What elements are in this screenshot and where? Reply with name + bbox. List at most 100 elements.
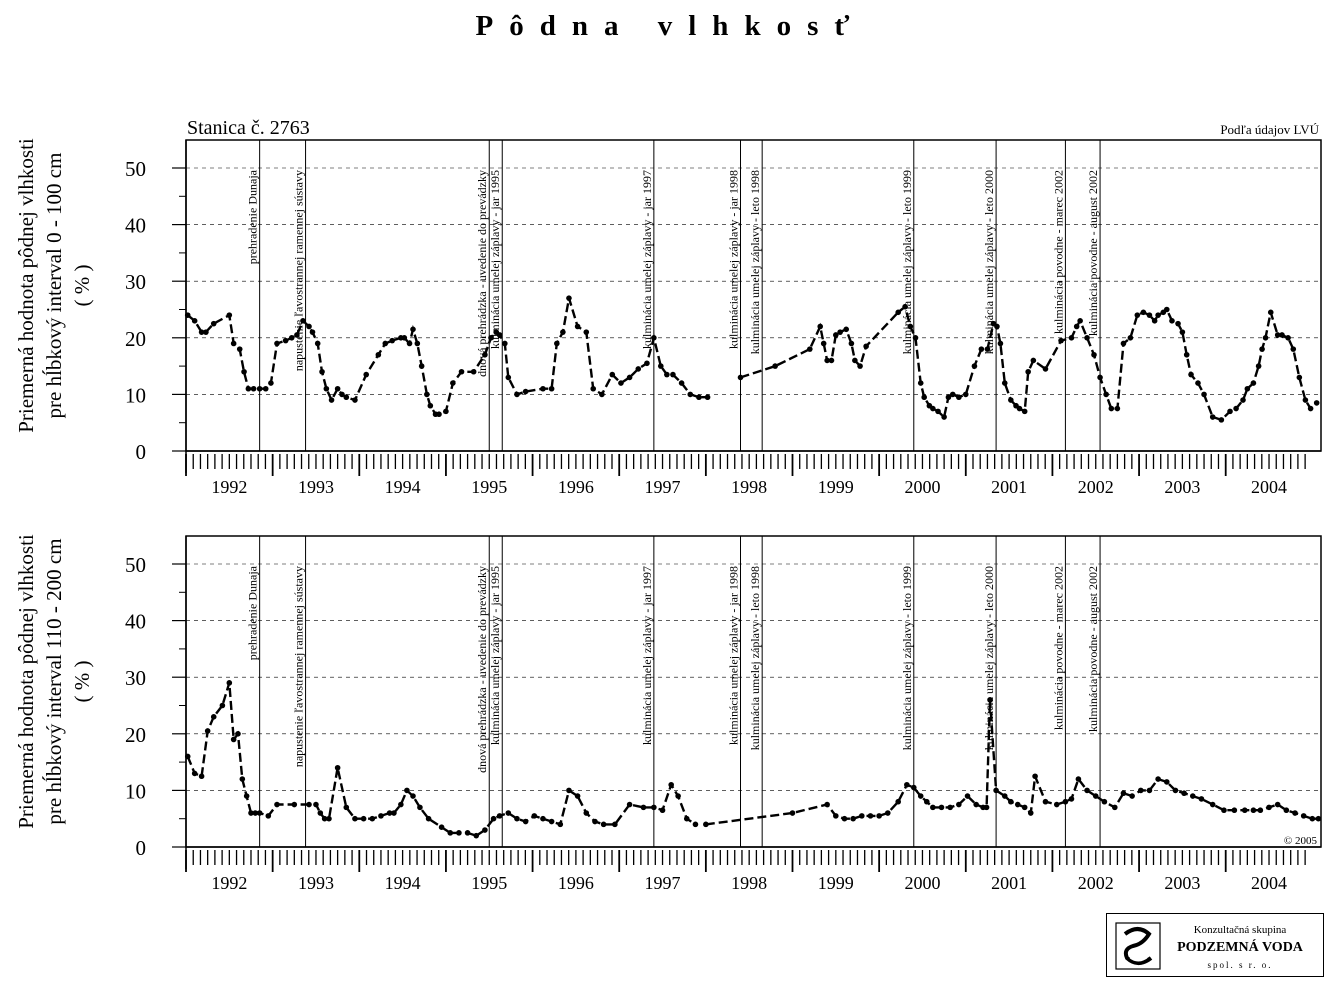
data-point [664,371,670,378]
data-point [464,830,471,836]
data-point [1188,371,1194,378]
data-point [994,323,1000,330]
data-point [343,394,350,401]
data-point [1151,318,1158,324]
data-point [560,329,566,335]
event-label: kulminácia umelej záplavy - leto 1999 [900,566,914,750]
data-point [1073,323,1080,330]
data-point [833,813,839,819]
x-tick-label: 1994 [385,477,421,497]
data-point [644,360,650,367]
data-point [1053,801,1060,808]
data-point [884,810,891,816]
data-point [1021,804,1028,811]
data-point [505,374,512,381]
data-point [1077,318,1083,324]
y-tick-label: 50 [125,157,146,181]
data-point [294,332,300,338]
data-point [191,318,198,324]
data-point [704,394,711,401]
data-point [1290,346,1297,352]
data-point [210,320,217,327]
x-tick-label: 1996 [558,477,594,497]
data-point [1169,318,1175,324]
series-line [186,682,697,838]
data-point [1231,807,1238,814]
data-point [531,813,538,819]
data-point [1175,320,1181,327]
event-label: kulminácia umelej záplavy - jar 1998 [727,566,741,745]
data-point [910,784,917,791]
data-point [1097,374,1103,381]
x-tick-label: 1992 [211,477,247,497]
data-point [978,346,985,352]
data-point [1108,405,1115,412]
x-tick-label: 2002 [1078,477,1114,497]
data-point [1209,414,1216,420]
x-tick-label: 2001 [991,873,1027,893]
data-point [401,335,408,341]
data-point [956,801,962,808]
data-point [1315,815,1322,822]
x-tick-label: 1997 [645,873,681,893]
data-point [1146,787,1153,794]
data-point [375,351,382,358]
x-tick-label: 2004 [1251,477,1287,497]
data-point [863,343,869,350]
data-point [363,371,370,378]
data-point [262,385,269,392]
data-point [424,391,430,398]
data-point [1279,332,1285,338]
data-point [1218,417,1225,423]
data-point [436,411,442,418]
data-point [1274,801,1281,808]
data-point [369,815,376,822]
data-point [548,385,555,392]
data-point [339,391,345,398]
data-point [1084,787,1090,794]
data-point [1091,351,1097,358]
data-point [406,340,413,347]
data-point [670,371,676,378]
data-point [833,332,839,338]
data-point [659,807,666,814]
data-point [1068,796,1075,802]
data-point [618,380,624,386]
data-point [1266,804,1272,811]
data-point [256,810,263,816]
data-point [203,329,209,335]
data-point [817,323,824,330]
data-point [1163,779,1170,785]
data-point [1155,312,1161,318]
data-point [1227,408,1233,415]
data-point [1103,391,1109,398]
data-point [317,810,324,816]
data-point [204,728,211,734]
data-point [418,363,425,369]
data-point [696,394,702,401]
data-point [1250,380,1257,386]
data-point [326,815,332,822]
series-line [740,304,1318,422]
event-label: kulminácia umelej záplavy - leto 2000 [982,170,996,354]
y-tick-label: 10 [125,383,146,407]
x-tick-label: 2003 [1164,477,1200,497]
data-point [414,340,421,347]
y-axis-label: Priemerná hodnota pôdnej vlhkosti [14,534,38,829]
data-point [309,329,316,335]
data-point [703,821,709,828]
data-point [640,804,647,811]
data-point [859,813,865,819]
data-point [314,340,321,347]
data-point [930,804,936,811]
data-point [306,323,312,330]
series-line [186,297,708,416]
data-point [226,680,233,686]
event-label: kulminácia umelej záplavy - leto 2000 [982,566,996,750]
data-point [956,394,962,401]
data-point [1172,787,1179,794]
event-label: kulminácia povodne - august 2002 [1086,170,1100,336]
data-point [328,397,335,403]
data-point [583,329,590,335]
y-tick-label: 30 [125,270,146,294]
